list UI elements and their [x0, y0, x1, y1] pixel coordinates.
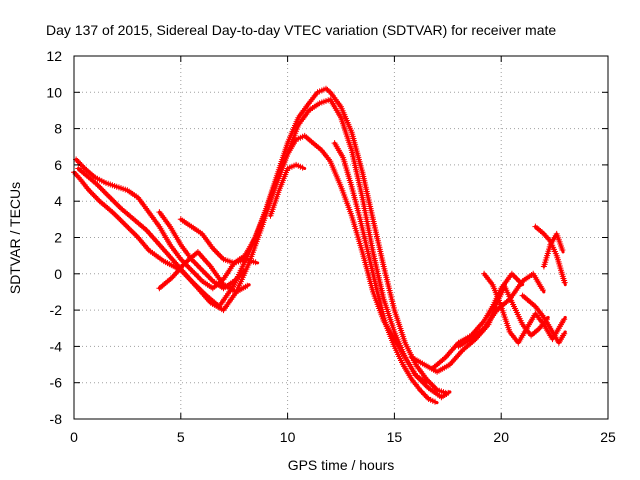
- x-axis-label: GPS time / hours: [288, 457, 395, 473]
- y-tick-label: 12: [46, 48, 62, 64]
- x-tick-label: 20: [493, 429, 509, 445]
- y-tick-label: 8: [54, 121, 62, 137]
- y-tick-label: 0: [54, 266, 62, 282]
- series-sat-d: [331, 140, 439, 405]
- x-tick-label: 5: [177, 429, 185, 445]
- series-line: [410, 283, 507, 374]
- x-tick-label: 10: [280, 429, 296, 445]
- series-sat-o: [519, 292, 568, 346]
- series-layer: [71, 85, 568, 405]
- series-sat-g: [177, 216, 260, 266]
- y-axis-label: SDTVAR / TECUs: [7, 182, 23, 294]
- series-markers: [156, 249, 251, 295]
- series-sat-j: [429, 270, 525, 372]
- y-tick-label: -6: [50, 375, 63, 391]
- series-sat-n: [532, 223, 568, 287]
- series-markers: [429, 270, 524, 372]
- chart-title: Day 137 of 2015, Sidereal Day-to-day VTE…: [46, 22, 556, 38]
- series-sat-p: [540, 230, 566, 270]
- series-sat-f: [156, 249, 251, 295]
- series-markers: [502, 285, 550, 339]
- x-tick-label: 15: [387, 429, 403, 445]
- series-markers: [177, 216, 259, 266]
- series-markers: [540, 230, 566, 270]
- series-line: [72, 134, 452, 399]
- y-tick-label: -2: [50, 302, 63, 318]
- series-sat-m: [502, 285, 550, 339]
- series-markers: [408, 283, 508, 375]
- series-sat-k: [455, 270, 546, 350]
- y-tick-label: -4: [50, 338, 63, 354]
- series-sat-b: [73, 85, 450, 396]
- series-markers: [455, 270, 546, 350]
- ticks: 0 5 10 15 20 25 -8 -6 -4 -2 0 2 4 6 8 10 12: [46, 48, 616, 445]
- y-tick-label: 10: [46, 84, 62, 100]
- x-tick-label: 25: [600, 429, 616, 445]
- y-tick-label: -8: [50, 411, 63, 427]
- series-markers: [267, 161, 306, 219]
- series-markers: [532, 223, 568, 286]
- series-sat-h: [267, 161, 307, 219]
- y-tick-label: 2: [54, 230, 62, 246]
- series-markers: [519, 292, 568, 346]
- y-tick-label: 4: [54, 193, 62, 209]
- series-markers: [73, 85, 449, 396]
- series-sat-i: [408, 283, 508, 375]
- x-tick-label: 0: [70, 429, 78, 445]
- y-tick-label: 6: [54, 157, 62, 173]
- series-markers: [331, 140, 438, 405]
- series-line: [74, 87, 450, 396]
